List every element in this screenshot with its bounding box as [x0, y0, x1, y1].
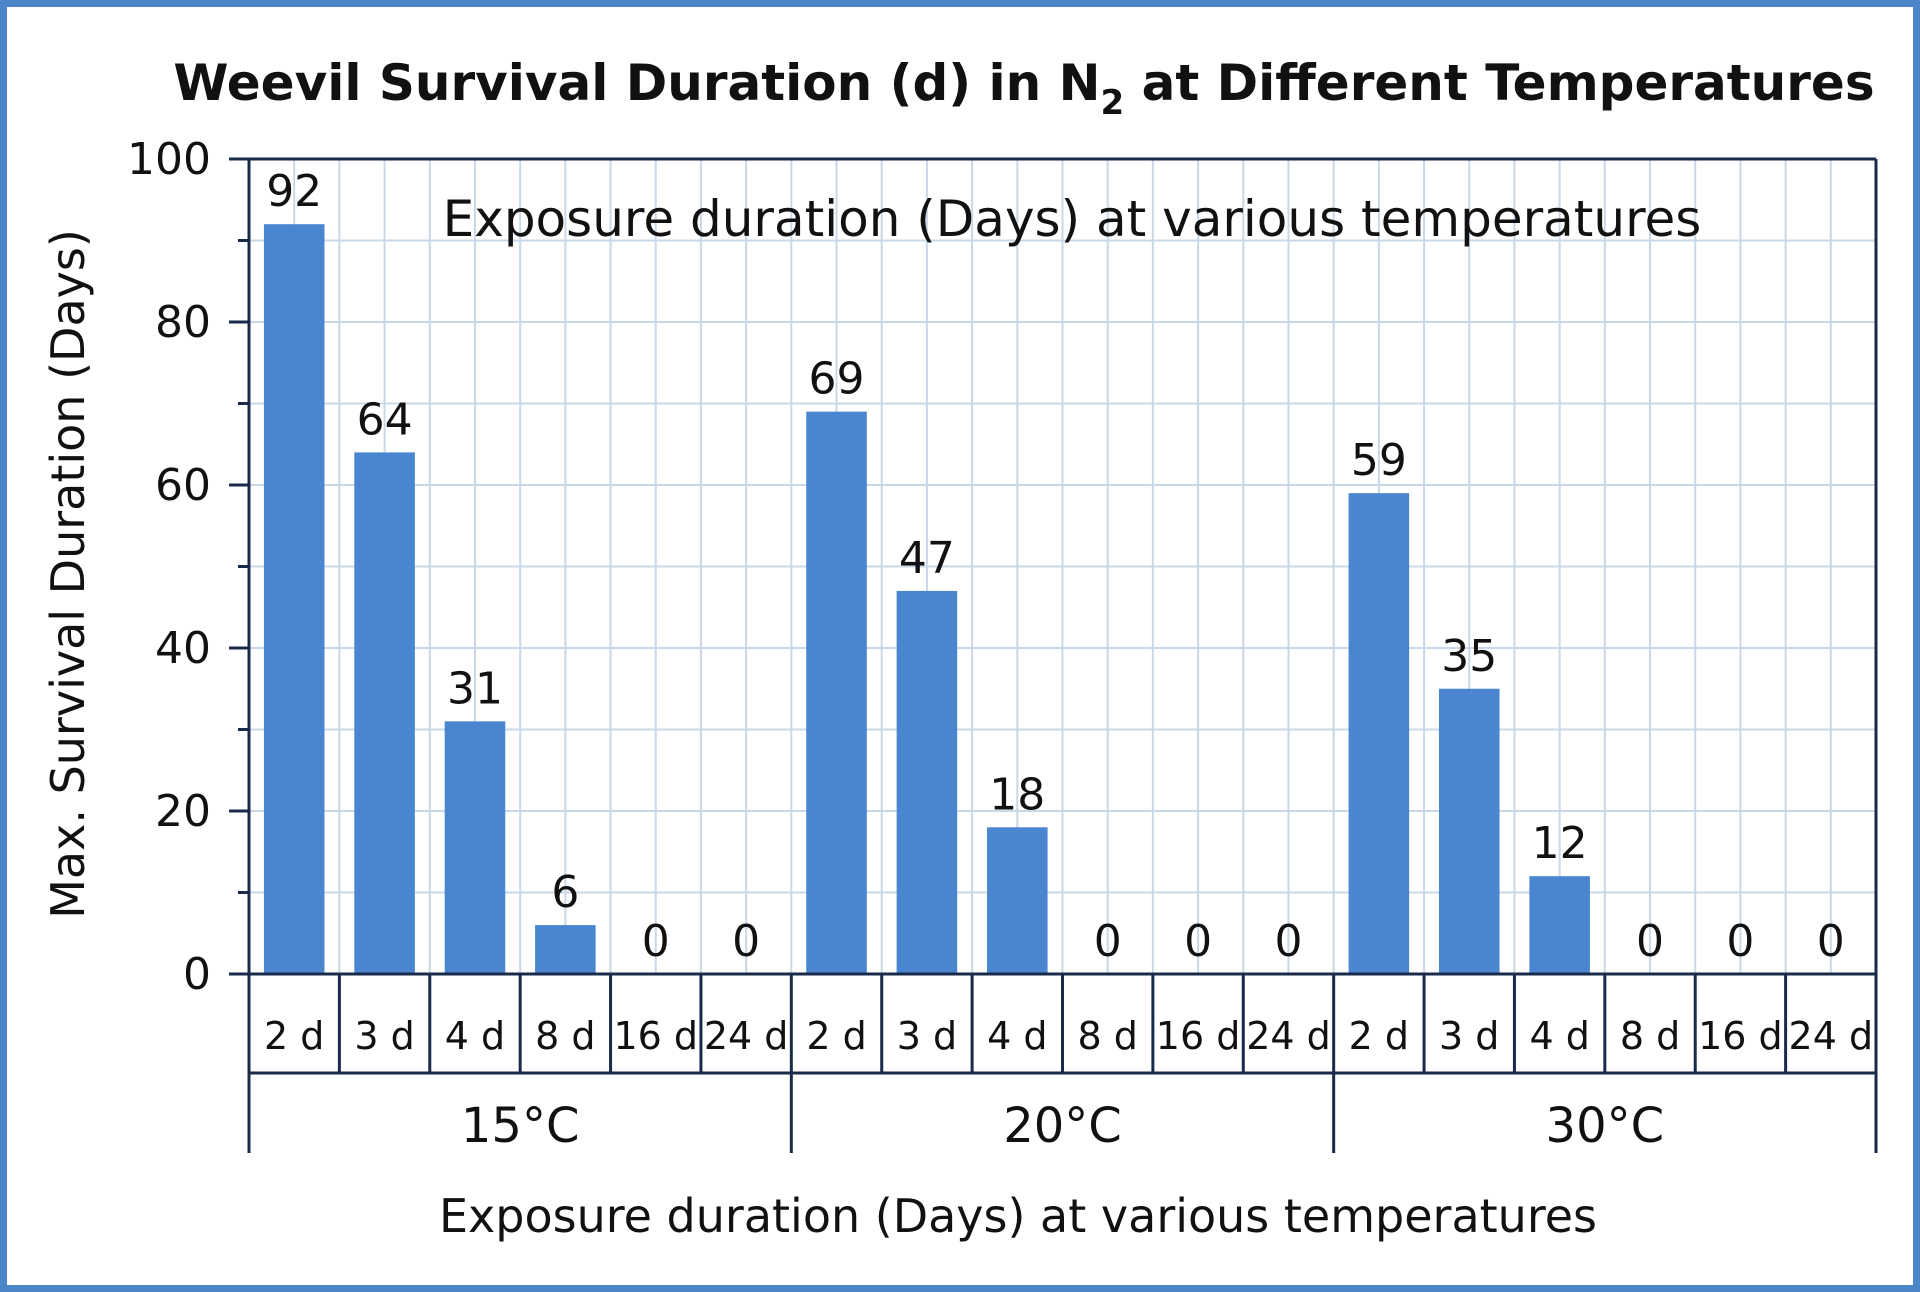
- data-label: 47: [899, 533, 955, 584]
- x-tick-label: 2 d: [1349, 1014, 1409, 1058]
- y-tick-label: 80: [155, 297, 211, 348]
- data-label: 0: [642, 916, 670, 967]
- bar: [1529, 876, 1590, 974]
- data-label: 69: [809, 354, 865, 405]
- y-tick-label: 0: [183, 949, 211, 1000]
- y-tick-label: 40: [155, 623, 211, 674]
- value-labels: 92 64 31 6 0 0 69 47 18 0 0 0 59 35 12 0 0 0: [266, 166, 1845, 967]
- data-label: 0: [1726, 916, 1754, 967]
- y-axis-label: Max. Survival Duration (Days): [41, 229, 95, 919]
- data-label: 59: [1351, 435, 1407, 486]
- chart-title-subscript: 2: [1101, 83, 1125, 123]
- data-label: 31: [447, 663, 503, 714]
- x-group-label: 30°C: [1546, 1098, 1665, 1154]
- axes: [229, 157, 1878, 1153]
- x-tick-label: 2 d: [264, 1014, 324, 1058]
- bar: [354, 452, 415, 974]
- data-label: 12: [1532, 818, 1588, 869]
- x-tick-label: 4 d: [987, 1014, 1047, 1058]
- bar: [1438, 688, 1500, 974]
- x-tick-label: 16 d: [613, 1014, 698, 1058]
- y-ticks: 0 20 40 60 80 100: [127, 134, 249, 1000]
- data-label: 0: [1184, 916, 1212, 967]
- bar: [535, 925, 596, 974]
- x-tick-label: 24 d: [1246, 1014, 1331, 1058]
- x-tick-label: 24 d: [1789, 1014, 1874, 1058]
- bar: [1348, 493, 1410, 974]
- x-tick-label: 3 d: [897, 1014, 957, 1058]
- data-label: 0: [1636, 916, 1664, 967]
- y-tick-label: 20: [155, 786, 211, 837]
- x-tick-label: 8 d: [1620, 1014, 1680, 1058]
- y-tick-label: 100: [127, 134, 211, 185]
- bar: [263, 224, 325, 974]
- x-tick-label: 4 d: [445, 1014, 505, 1058]
- bar: [806, 411, 867, 974]
- bar: [987, 827, 1048, 974]
- y-tick-label: 60: [155, 460, 211, 511]
- data-label: 35: [1441, 631, 1497, 682]
- bar: [444, 721, 506, 974]
- x-tick-label: 24 d: [704, 1014, 789, 1058]
- inner-label: Exposure duration (Days) at various temp…: [443, 190, 1702, 248]
- data-label: 92: [266, 166, 322, 217]
- data-label: 18: [989, 769, 1045, 820]
- x-group-label: 15°C: [461, 1098, 580, 1154]
- data-label: 64: [357, 394, 413, 445]
- x-group-label: 20°C: [1003, 1098, 1122, 1154]
- bars: [263, 224, 1590, 974]
- chart-title-rest: at Different Temperatures: [1124, 54, 1874, 112]
- data-label: 0: [1274, 916, 1302, 967]
- x-tick-label: 3 d: [1439, 1014, 1499, 1058]
- x-tick-label: 2 d: [806, 1014, 866, 1058]
- data-label: 0: [1817, 916, 1845, 967]
- x-axis-label: Exposure duration (Days) at various temp…: [439, 1189, 1597, 1243]
- x-groups: 15°C 20°C 30°C: [461, 1098, 1664, 1154]
- x-tick-label: 16 d: [1156, 1014, 1241, 1058]
- x-tick-label: 8 d: [535, 1014, 595, 1058]
- data-label: 0: [1094, 916, 1122, 967]
- data-label: 6: [551, 867, 579, 918]
- x-tick-label: 3 d: [354, 1014, 414, 1058]
- x-tick-label: 16 d: [1698, 1014, 1783, 1058]
- x-tick-label: 8 d: [1077, 1014, 1137, 1058]
- bar: [896, 590, 958, 974]
- x-tick-label: 4 d: [1529, 1014, 1589, 1058]
- chart-title-main: Weevil Survival Duration (d) in N: [173, 54, 1100, 112]
- data-label: 0: [732, 916, 760, 967]
- chart-title: Weevil Survival Duration (d) in N2 at Di…: [173, 54, 1874, 123]
